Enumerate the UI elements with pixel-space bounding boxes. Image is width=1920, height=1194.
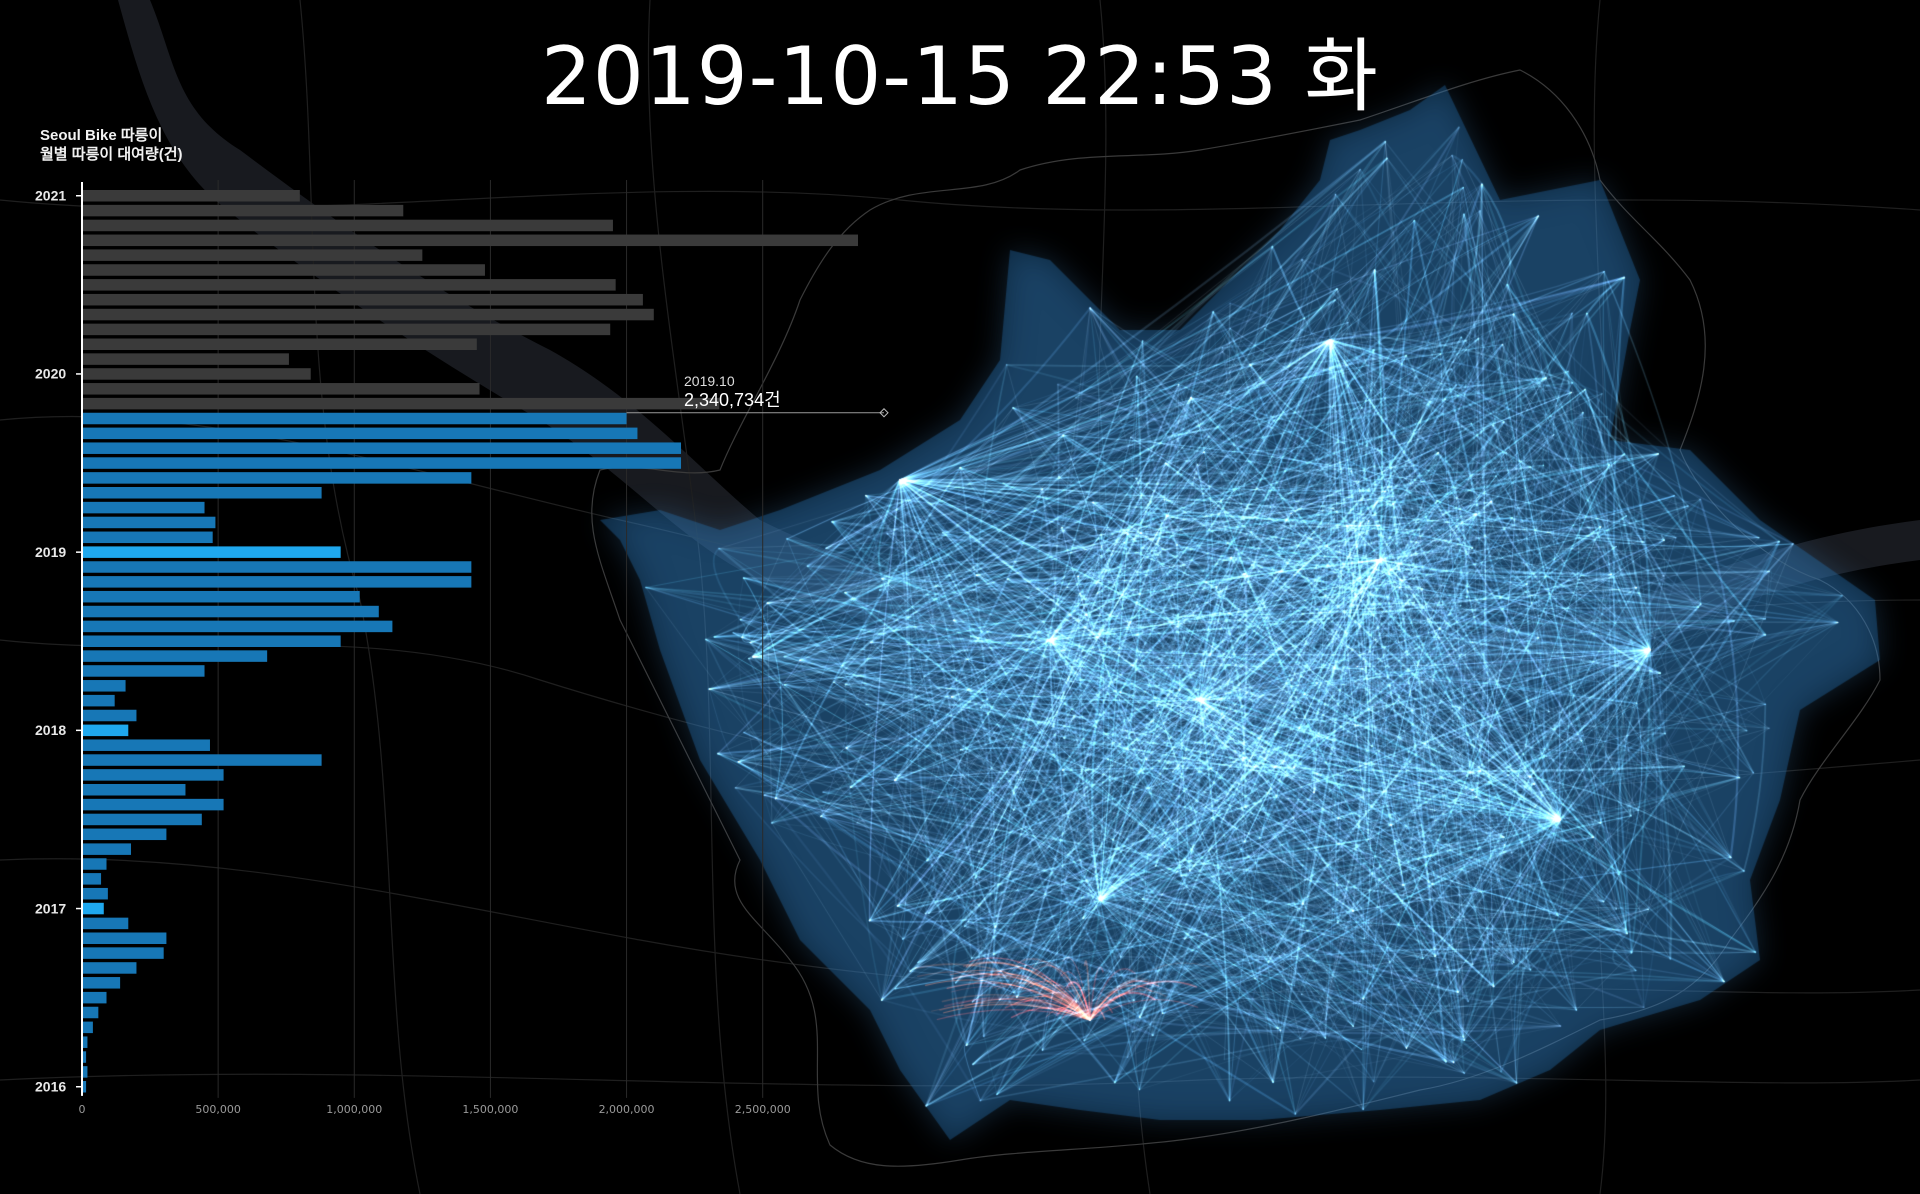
year-label: 2019 xyxy=(35,544,66,560)
bar xyxy=(82,1066,88,1078)
bar xyxy=(82,932,167,944)
bar xyxy=(82,694,115,707)
x-tick-label: 1,500,000 xyxy=(462,1103,518,1116)
year-label: 2020 xyxy=(35,366,66,382)
bar xyxy=(82,769,224,781)
year-label: 2021 xyxy=(35,188,66,204)
chart-title: Seoul Bike 따릉이 월별 따릉이 대여량(건) xyxy=(40,126,183,164)
bar xyxy=(82,1051,87,1063)
bar xyxy=(82,1036,88,1048)
bar xyxy=(82,754,322,766)
bar xyxy=(82,279,616,291)
bar xyxy=(82,546,341,558)
bar xyxy=(82,620,393,633)
bar xyxy=(82,991,107,1004)
bar xyxy=(82,873,102,885)
bar xyxy=(82,635,341,647)
bar xyxy=(82,442,682,454)
annotation-marker xyxy=(879,408,889,418)
bar xyxy=(82,650,268,662)
x-tick-label: 1,000,000 xyxy=(326,1103,382,1116)
bar xyxy=(82,412,627,425)
bar xyxy=(82,219,613,232)
bar xyxy=(82,487,322,499)
bar xyxy=(82,383,480,395)
bar xyxy=(82,457,682,469)
bar xyxy=(82,605,379,618)
year-label: 2016 xyxy=(35,1079,66,1095)
bar xyxy=(82,917,129,930)
chart-title-line-2: 월별 따릉이 대여량(건) xyxy=(40,146,183,163)
annotation-value: 2,340,734건 xyxy=(684,390,781,410)
bar xyxy=(82,472,472,484)
bar xyxy=(82,516,216,529)
bar xyxy=(82,576,472,588)
bar xyxy=(82,709,137,722)
bar xyxy=(82,353,289,365)
bar xyxy=(82,249,423,261)
bar xyxy=(82,724,129,737)
bar xyxy=(82,680,126,692)
year-label: 2017 xyxy=(35,900,66,916)
bar xyxy=(82,234,858,247)
bar xyxy=(82,368,311,380)
bar xyxy=(82,590,360,603)
bar xyxy=(82,784,186,796)
bar xyxy=(82,947,164,959)
bar xyxy=(82,190,300,202)
bar xyxy=(82,665,205,677)
bar xyxy=(82,204,404,217)
bar xyxy=(82,561,472,573)
bar xyxy=(82,293,643,306)
bar xyxy=(82,858,107,870)
bar xyxy=(82,338,477,350)
x-tick-label: 0 xyxy=(79,1103,86,1116)
bar xyxy=(82,843,132,855)
bar xyxy=(82,887,108,900)
bar xyxy=(82,323,611,336)
annotation-month: 2019.10 xyxy=(684,373,735,389)
bar xyxy=(82,397,720,410)
bar xyxy=(82,264,485,276)
bar xyxy=(82,902,104,915)
chart-title-line-1: Seoul Bike 따릉이 xyxy=(40,127,163,144)
year-label: 2018 xyxy=(35,722,66,738)
bar xyxy=(82,962,137,974)
bar xyxy=(82,501,205,514)
bar xyxy=(82,798,224,811)
bar xyxy=(82,1006,99,1019)
bar xyxy=(82,427,638,440)
bar xyxy=(82,531,213,544)
bar xyxy=(82,308,654,321)
x-tick-label: 2,500,000 xyxy=(735,1103,791,1116)
bar xyxy=(82,1081,87,1093)
x-tick-label: 2,000,000 xyxy=(599,1103,655,1116)
bar xyxy=(82,977,121,989)
bar xyxy=(82,813,202,826)
bar xyxy=(82,1021,93,1034)
datetime-title: 2019-10-15 22:53 화 xyxy=(541,30,1379,123)
bar xyxy=(82,739,210,751)
x-tick-label: 500,000 xyxy=(195,1103,241,1116)
bar xyxy=(82,828,167,841)
